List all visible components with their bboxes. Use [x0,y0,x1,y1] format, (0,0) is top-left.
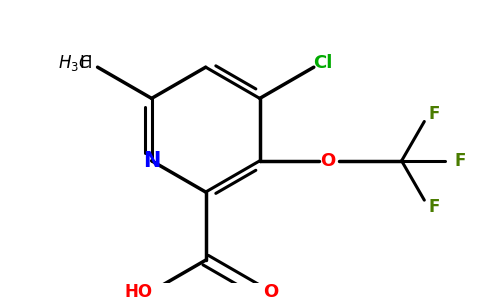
Text: $H_3C$: $H_3C$ [58,52,92,73]
Text: HO: HO [124,283,153,300]
Text: F: F [428,198,439,216]
Text: F: F [455,152,466,170]
Text: H: H [79,54,92,72]
Text: O: O [263,283,278,300]
Text: F: F [428,105,439,123]
Text: Cl: Cl [313,54,333,72]
Text: N: N [143,151,160,171]
Text: O: O [320,152,335,170]
